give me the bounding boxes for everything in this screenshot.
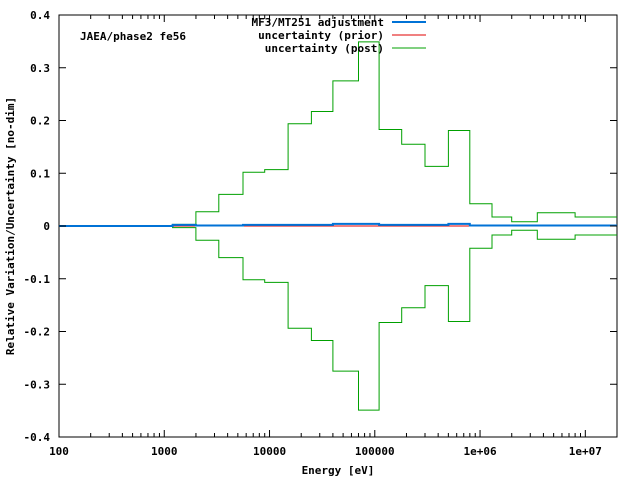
x-tick-label: 100000: [355, 445, 395, 458]
y-tick-label: 0.2: [30, 115, 50, 128]
x-tick-label: 1000: [151, 445, 178, 458]
x-tick-label: 1e+06: [463, 445, 496, 458]
mf3-mt251-adjustment-line: [59, 222, 617, 227]
axis-ticks: -0.4 -0.3 -0.2 -0.1 0 0.1 0.2 0.3 0.4 100 1000 1000…: [24, 9, 618, 458]
y-tick-label: 0.4: [30, 9, 50, 22]
x-tick-label: 10000: [253, 445, 286, 458]
legend-label: uncertainty (prior): [258, 29, 384, 42]
y-tick-label: -0.3: [24, 378, 51, 391]
series-layer: [59, 41, 617, 411]
chart-annotation: JAEA/phase2 fe56: [80, 30, 186, 43]
y-axis-label: Relative Variation/Uncertainty [no-dim]: [4, 97, 17, 355]
y-tick-label: -0.4: [24, 431, 51, 444]
legend-label: uncertainty (post): [265, 42, 384, 55]
y-tick-label: 0: [43, 220, 50, 233]
uncertainty-post-upper-line: [59, 41, 617, 227]
legend-label: MF3/MT251 adjustment: [252, 16, 384, 29]
x-tick-label: 100: [49, 445, 69, 458]
y-tick-label: 0.3: [30, 62, 50, 75]
x-tick-label: 1e+07: [569, 445, 602, 458]
uncertainty-post-lower-line: [59, 225, 617, 411]
x-axis-label: Energy [eV]: [302, 464, 375, 477]
y-tick-label: 0.1: [30, 167, 50, 180]
y-tick-label: -0.2: [24, 326, 51, 339]
y-tick-label: -0.1: [24, 273, 51, 286]
